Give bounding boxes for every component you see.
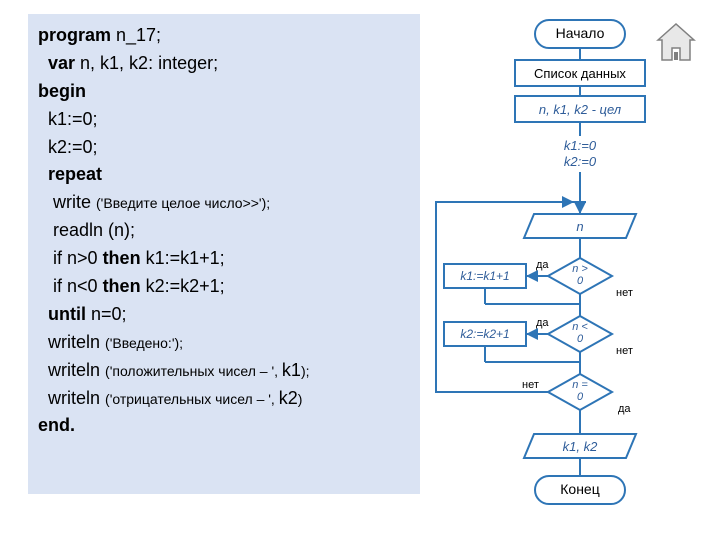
svg-text:n: n: [576, 219, 583, 234]
svg-text:n, k1, k2 - цел: n, k1, k2 - цел: [539, 102, 622, 117]
svg-text:Начало: Начало: [556, 25, 605, 41]
flow-init2: k2:=0: [564, 154, 597, 169]
code-block: program n_17; var n, k1, k2: integer; be…: [28, 14, 420, 494]
code-line: writeln ('положительных чисел – ', k1);: [38, 357, 410, 385]
svg-text:да: да: [618, 403, 631, 415]
svg-text:0: 0: [577, 391, 584, 403]
code-line: repeat: [38, 161, 410, 189]
svg-text:Список данных: Список данных: [534, 66, 626, 81]
svg-text:n =: n =: [572, 379, 588, 391]
svg-text:k1:=k1+1: k1:=k1+1: [460, 269, 509, 283]
svg-text:нет: нет: [616, 287, 633, 299]
svg-text:да: да: [536, 317, 549, 329]
svg-text:нет: нет: [616, 345, 633, 357]
svg-text:нет: нет: [522, 379, 539, 391]
svg-text:k2:=k2+1: k2:=k2+1: [460, 327, 509, 341]
flowchart: Начало Список данных n, k1, k2 - цел k1:…: [430, 14, 710, 534]
svg-text:0: 0: [577, 333, 584, 345]
code-line: k1:=0;: [38, 106, 410, 134]
svg-text:k1, k2: k1, k2: [563, 439, 598, 454]
code-line: if n<0 then k2:=k2+1;: [38, 273, 410, 301]
svg-text:да: да: [536, 259, 549, 271]
code-line: until n=0;: [38, 301, 410, 329]
svg-text:n >: n >: [572, 263, 588, 275]
code-line: writeln ('Введено:');: [38, 329, 410, 357]
code-line: program n_17;: [38, 22, 410, 50]
code-line: begin: [38, 78, 410, 106]
svg-text:Конец: Конец: [560, 481, 599, 497]
code-line: end.: [38, 412, 410, 440]
code-line: var n, k1, k2: integer;: [38, 50, 410, 78]
code-line: write ('Введите целое число>>');: [38, 189, 410, 217]
code-line: readln (n);: [38, 217, 410, 245]
svg-text:n <: n <: [572, 321, 588, 333]
code-line: writeln ('отрицательных чисел – ', k2): [38, 385, 410, 413]
code-line: k2:=0;: [38, 134, 410, 162]
code-line: if n>0 then k1:=k1+1;: [38, 245, 410, 273]
svg-text:0: 0: [577, 275, 584, 287]
flow-init1: k1:=0: [564, 138, 597, 153]
